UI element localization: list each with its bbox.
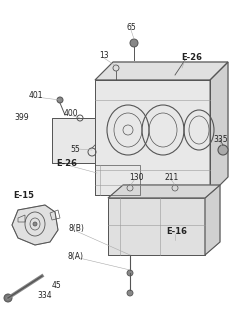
- Circle shape: [57, 97, 63, 103]
- Text: 130: 130: [129, 173, 143, 182]
- Text: 8(B): 8(B): [68, 223, 84, 233]
- Text: 401: 401: [29, 91, 43, 100]
- Text: E-26: E-26: [57, 158, 77, 167]
- Circle shape: [33, 222, 37, 226]
- Text: E-16: E-16: [167, 228, 187, 236]
- Text: E-26: E-26: [182, 52, 202, 61]
- Polygon shape: [12, 205, 58, 245]
- Polygon shape: [95, 62, 228, 80]
- Text: E-15: E-15: [13, 191, 35, 201]
- Circle shape: [130, 39, 138, 47]
- Circle shape: [127, 270, 133, 276]
- Text: 211: 211: [165, 172, 179, 181]
- Polygon shape: [52, 118, 95, 163]
- Circle shape: [4, 294, 12, 302]
- Text: 55: 55: [70, 145, 80, 154]
- Polygon shape: [95, 80, 210, 195]
- Polygon shape: [205, 185, 220, 255]
- Polygon shape: [210, 62, 228, 195]
- Text: 335: 335: [214, 134, 228, 143]
- Text: 400: 400: [64, 108, 78, 117]
- Text: 399: 399: [15, 114, 29, 123]
- Circle shape: [127, 290, 133, 296]
- Text: 8(A): 8(A): [67, 252, 83, 260]
- Polygon shape: [108, 185, 220, 198]
- Text: 334: 334: [38, 291, 52, 300]
- Circle shape: [218, 145, 228, 155]
- Polygon shape: [108, 198, 205, 255]
- Text: 65: 65: [126, 23, 136, 33]
- Text: 13: 13: [99, 52, 109, 60]
- Text: 45: 45: [51, 281, 61, 290]
